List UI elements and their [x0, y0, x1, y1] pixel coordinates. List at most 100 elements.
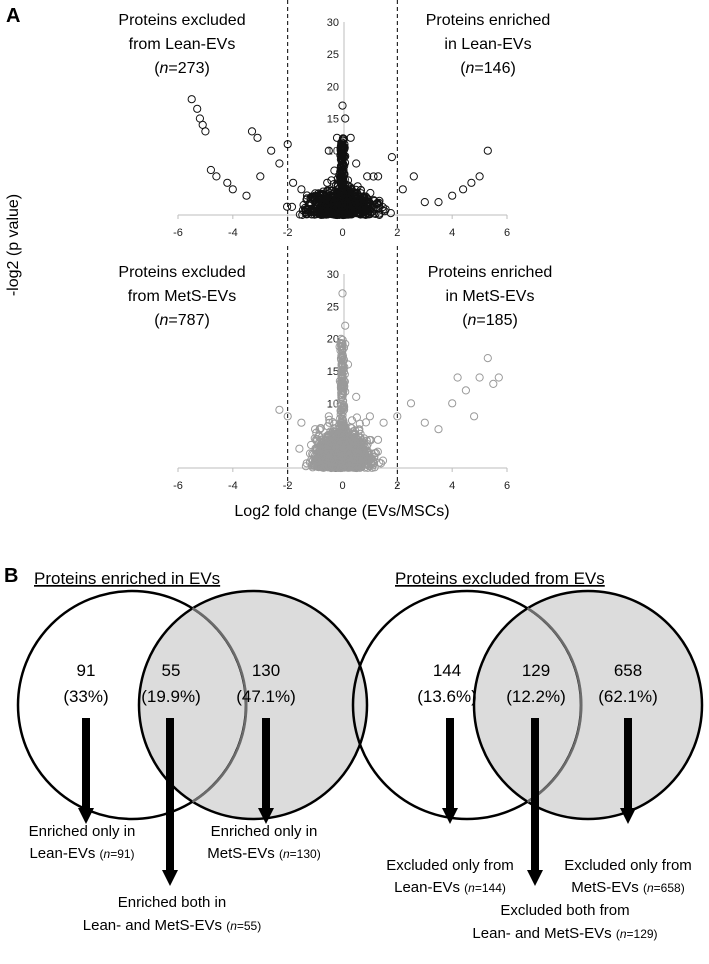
excluded-lean-only-caption-line2: Lean-EVs (n=144) — [394, 879, 506, 896]
enriched-lean-only-caption-line2: Lean-EVs (n=91) — [29, 845, 134, 862]
enriched-venn-title: Proteins enriched in EVs — [34, 569, 220, 588]
data-point — [459, 185, 468, 194]
enriched-both-caption-line2: Lean- and MetS-EVs (n=55) — [83, 917, 261, 934]
data-point — [339, 426, 348, 435]
data-point — [494, 373, 503, 382]
data-point — [375, 458, 384, 467]
data-point — [327, 462, 336, 471]
data-point — [340, 405, 349, 414]
data-point — [283, 412, 292, 421]
data-point — [327, 208, 336, 217]
x-axis-label: Log2 fold change (EVs/MSCs) — [234, 503, 449, 520]
data-point — [336, 463, 345, 473]
data-point — [393, 412, 402, 421]
data-point — [323, 178, 332, 187]
data-point — [360, 463, 369, 472]
data-point — [315, 461, 324, 470]
data-point — [328, 418, 337, 427]
excluded-lean-only-caption-line1: Excluded only from — [386, 857, 514, 874]
mets-left-annotation-line2: from MetS-EVs — [128, 288, 236, 305]
mets-left-annotation-line1: Proteins excluded — [118, 264, 245, 281]
data-point — [339, 343, 349, 352]
enriched-mets-only-count: 130 — [252, 661, 280, 680]
data-point — [311, 189, 320, 198]
mets-left-annotation: Proteins excluded from MetS-EVs (n=787) — [118, 264, 245, 329]
excluded-arrows — [442, 718, 636, 886]
excluded-both-count: 129 — [522, 661, 550, 680]
excluded-mets-only-caption-line2: MetS-EVs (n=658) — [571, 879, 684, 896]
data-point — [301, 462, 310, 471]
data-point — [362, 205, 371, 214]
data-point — [355, 419, 364, 428]
x-tick-label: 0 — [339, 227, 345, 239]
excluded-overlap-arc — [526, 607, 583, 803]
data-point — [349, 463, 358, 472]
y-tick-label: 25 — [327, 49, 339, 61]
data-point — [324, 146, 333, 155]
data-point — [311, 201, 320, 210]
y-tick-label: 30 — [327, 269, 339, 281]
lean-right-annotation-count: (n=146) — [460, 60, 516, 77]
data-point — [321, 438, 330, 447]
data-point — [298, 206, 307, 215]
data-point — [364, 210, 373, 219]
data-point — [361, 418, 370, 427]
data-point — [338, 289, 347, 298]
data-point — [316, 210, 325, 219]
data-point — [228, 185, 237, 194]
x-tick-label: 4 — [449, 480, 455, 492]
data-point — [354, 451, 364, 460]
data-point — [353, 182, 362, 191]
enriched-both-caption-line1: Enriched both in — [118, 894, 226, 911]
data-point — [338, 158, 347, 168]
data-point — [349, 430, 358, 439]
data-point — [256, 172, 265, 181]
y-axis-label: -log2 (p value) — [5, 194, 22, 296]
x-tick-label: -6 — [173, 480, 183, 492]
data-point — [275, 159, 284, 168]
data-point — [375, 196, 384, 205]
x-tick-label: 2 — [394, 227, 400, 239]
data-point — [311, 425, 320, 434]
data-point — [483, 146, 492, 155]
mets-left-annotation-count: (n=787) — [154, 312, 210, 329]
data-point — [339, 189, 348, 198]
data-point — [267, 146, 276, 155]
data-point — [366, 436, 375, 445]
data-point — [374, 172, 383, 181]
data-point — [340, 420, 349, 429]
data-point — [341, 114, 350, 123]
data-point — [309, 461, 318, 470]
y-tick-label: 15 — [327, 114, 339, 126]
data-point — [323, 422, 332, 431]
data-point — [326, 451, 335, 460]
data-point — [386, 209, 395, 218]
x-tick-label: 6 — [504, 227, 510, 239]
data-point — [324, 453, 333, 462]
data-point — [370, 197, 379, 206]
data-point — [323, 436, 332, 445]
data-point — [339, 170, 348, 179]
lean-right-annotation-line2: in Lean-EVs — [444, 36, 531, 53]
data-point — [253, 133, 262, 142]
series-points — [187, 95, 492, 207]
data-point — [467, 178, 476, 187]
data-point — [355, 425, 364, 434]
lean-left-annotation-line1: Proteins excluded — [118, 12, 245, 29]
data-point — [470, 412, 479, 421]
data-point — [318, 453, 327, 463]
data-point — [223, 178, 232, 187]
panel-b-letter: B — [4, 565, 18, 587]
mets-right-annotation-count: (n=185) — [462, 312, 518, 329]
mets-volcano-plot: Proteins excluded from MetS-EVs (n=787) … — [118, 246, 552, 492]
y-tick-label: 20 — [327, 81, 339, 93]
data-point — [434, 425, 443, 434]
data-point — [338, 101, 347, 110]
data-point — [420, 418, 429, 427]
point-cloud — [295, 334, 388, 473]
data-point — [206, 165, 215, 175]
data-point — [378, 206, 387, 215]
enriched-lean-only-count: 91 — [77, 661, 96, 680]
data-point — [356, 438, 365, 447]
